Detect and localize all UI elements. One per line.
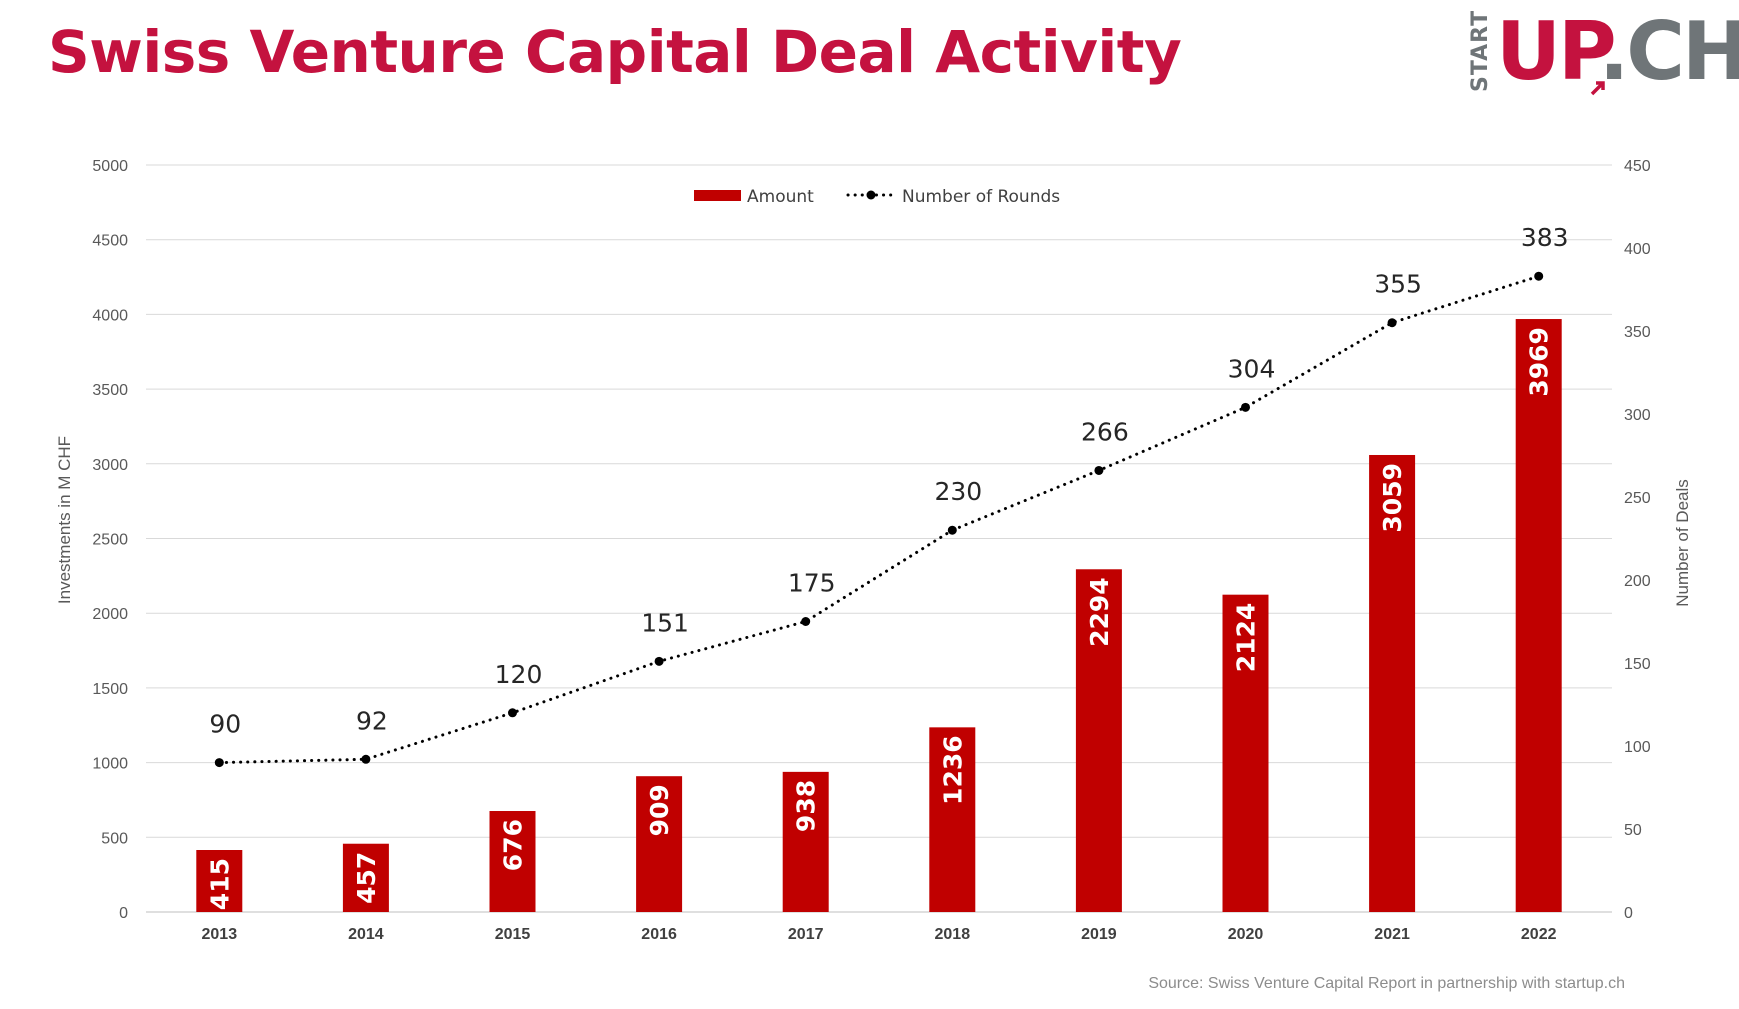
amount-data-label: 1236 [938,735,967,805]
rounds-data-label: 383 [1521,223,1569,252]
logo-up-text: UP [1496,5,1602,98]
left-tick-label: 3000 [92,457,128,474]
startup-ch-logo: START UP.CH [1468,10,1739,96]
logo-ch-text: CH [1626,5,1739,98]
left-tick-label: 500 [101,830,128,847]
x-tick-label: 2022 [1521,926,1557,943]
rounds-data-label: 175 [788,569,836,598]
rounds-line [217,274,1541,765]
rounds-point [1094,465,1104,475]
amount-bar [342,843,389,912]
amount-data-label: 2294 [1085,577,1114,647]
right-tick-label: 150 [1624,656,1651,673]
right-tick-label: 450 [1624,158,1651,175]
right-tick-label: 300 [1624,407,1651,424]
left-tick-label: 4500 [92,233,128,250]
x-tick-label: 2020 [1228,926,1264,943]
right-tick-label: 100 [1624,739,1651,756]
amount-data-label: 3969 [1525,327,1554,397]
x-axis-tick-labels: 2013 2014 2015 2016 2017 2018 2019 2020 2021 2022 [202,926,1557,943]
page-title: Swiss Venture Capital Deal Activity [48,18,1182,86]
amount-data-label: 457 [352,852,381,904]
x-tick-label: 2015 [495,926,531,943]
rounds-point [1387,318,1397,328]
amount-data-label: 415 [205,858,234,910]
amount-bar [782,771,829,912]
amount-data-label: 2124 [1232,603,1261,673]
right-tick-label: 400 [1624,241,1651,258]
rounds-data-label: 92 [356,706,388,735]
amount-bar [636,776,683,912]
rounds-point [1241,402,1250,412]
chart-legend: Amount Number of Rounds [694,187,1060,207]
x-tick-label: 2016 [641,926,677,943]
amount-bar [1515,319,1562,913]
amount-bar [196,849,243,912]
source-note: Source: Swiss Venture Capital Report in … [1148,975,1625,992]
left-tick-label: 5000 [92,158,128,175]
right-tick-label: 350 [1624,324,1651,341]
amount-bar [1075,569,1122,912]
rounds-point [214,758,224,768]
left-tick-label: 4000 [92,307,128,324]
chart-gridlines [146,164,1612,913]
legend-marker-rounds [866,190,876,200]
right-axis-tick-labels: 0 50 100 150 200 250 300 350 400 450 [1624,158,1651,922]
right-tick-label: 0 [1624,905,1633,922]
left-axis-tick-labels: 0 500 1000 1500 2000 2500 3000 3500 4000 4500 5000 [92,158,128,922]
logo-arrow-icon [1590,81,1605,96]
rounds-data-label: 266 [1081,417,1129,446]
left-tick-label: 2500 [92,532,128,549]
rounds-point [1534,271,1544,281]
amount-bar [1369,454,1416,912]
amount-bar [929,727,976,912]
legend-swatch-amount [694,190,741,201]
legend-label-amount: Amount [747,187,814,207]
rounds-data-label: 151 [641,608,689,637]
rounds-point [801,617,811,626]
left-axis-title: Investments in M CHF [55,436,74,604]
amount-data-label: 938 [792,780,821,832]
rounds-point [508,708,517,718]
rounds-data-label: 230 [934,477,982,506]
x-tick-label: 2017 [788,926,824,943]
right-tick-label: 250 [1624,490,1651,507]
amount-bar [1222,594,1269,912]
x-tick-label: 2019 [1081,926,1117,943]
left-tick-label: 0 [119,905,128,922]
amount-bar [489,811,536,912]
logo-wordmark: UP.CH [1496,12,1739,92]
x-tick-label: 2018 [935,926,971,943]
left-tick-label: 2000 [92,606,128,623]
amount-data-label: 909 [645,784,674,836]
left-tick-label: 3500 [92,382,128,399]
x-tick-label: 2013 [202,926,238,943]
rounds-data-label: 120 [495,660,543,689]
rounds-point [947,525,957,535]
rounds-data-label: 304 [1228,354,1276,383]
rounds-data-label: 90 [209,710,241,739]
amount-data-label: 3059 [1378,463,1407,533]
x-tick-label: 2014 [348,926,384,943]
amount-data-label: 676 [499,819,528,871]
amount-bars: 415 457 676 909 938 1236 2294 2124 3059 3969 [196,319,1562,913]
right-tick-label: 200 [1624,573,1651,590]
rounds-data-label: 355 [1374,270,1422,299]
rounds-point [361,754,371,764]
right-tick-label: 50 [1624,822,1642,839]
x-tick-label: 2021 [1374,926,1410,943]
rounds-line-series: 90 92 120 151 175 230 266 304 355 383 [209,223,1569,768]
left-tick-label: 1500 [92,681,128,698]
legend-label-rounds: Number of Rounds [902,187,1060,207]
left-tick-label: 1000 [92,756,128,773]
right-axis-title: Number of Deals [1673,479,1692,607]
rounds-point [654,656,664,666]
